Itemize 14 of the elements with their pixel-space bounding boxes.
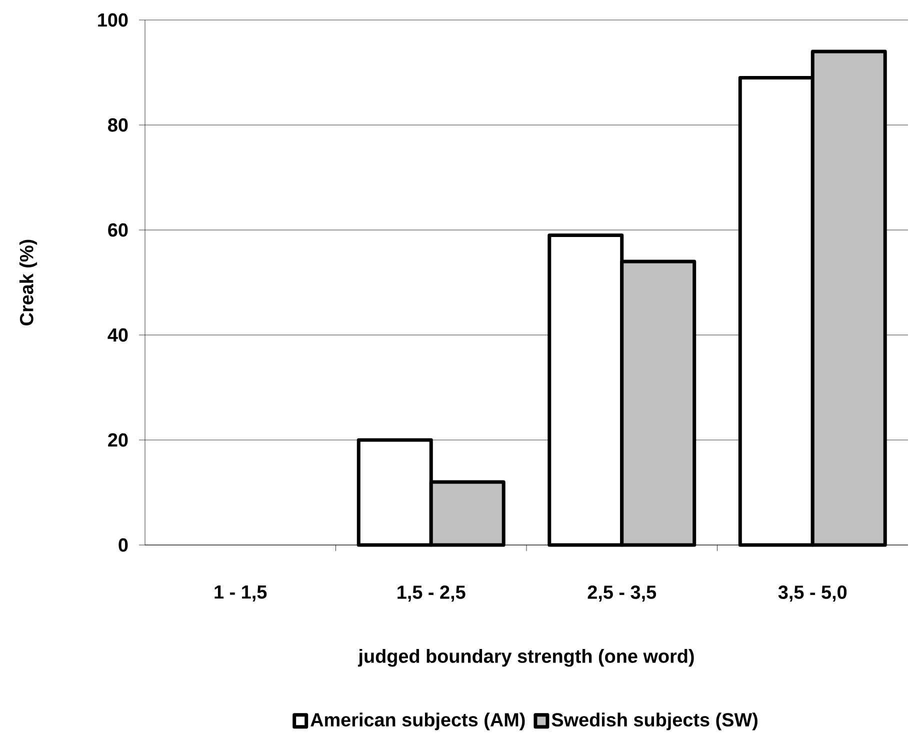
x-axis-title: judged boundary strength (one word) (358, 649, 694, 667)
y-axis-title: Creak (%) (19, 240, 38, 326)
y-tick-label: 0 (118, 538, 128, 552)
y-tick-label: 60 (108, 223, 128, 237)
x-tick-label: 1 - 1,5 (214, 586, 267, 602)
y-tick-label: 100 (98, 13, 128, 27)
x-tick-label: 2,5 - 3,5 (588, 586, 656, 602)
y-tick-label: 40 (108, 328, 128, 342)
x-tick-label: 1,5 - 2,5 (398, 586, 466, 602)
y-tick-label: 20 (108, 433, 128, 447)
x-tick-label: 3,5 - 5,0 (778, 586, 847, 602)
y-tick-label: 80 (108, 118, 128, 132)
legend-label: American subjects (AM) (310, 712, 525, 730)
legend-label: Swedish subjects (SW) (552, 712, 758, 730)
